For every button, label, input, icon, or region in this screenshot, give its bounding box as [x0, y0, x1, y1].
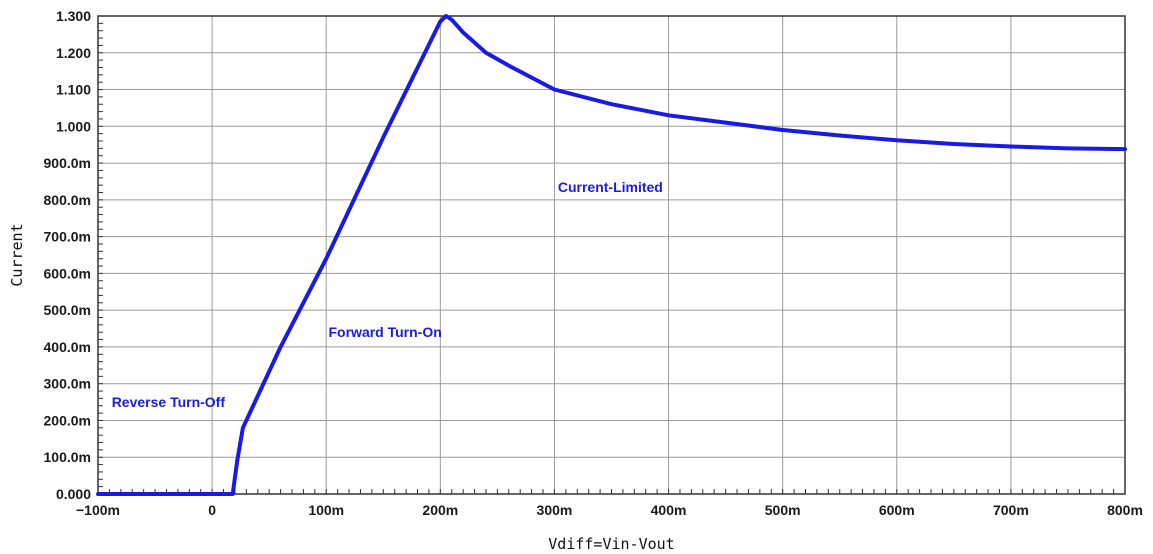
y-tick-label: 1.000	[56, 118, 91, 134]
annotation-label: Reverse Turn-Off	[112, 394, 226, 410]
x-tick-label: 300m	[537, 502, 573, 518]
y-tick-label: 1.300	[56, 8, 91, 24]
series-line	[96, 14, 1127, 496]
annotation-label: Forward Turn-On	[329, 324, 442, 340]
y-tick-label: 1.100	[56, 82, 91, 98]
y-tick-label: 500.0m	[44, 302, 91, 318]
y-tick-label: 700.0m	[44, 229, 91, 245]
annotation-label: Current-Limited	[558, 179, 663, 195]
x-tick-label: 700m	[993, 502, 1029, 518]
annotations: Reverse Turn-Off Forward Turn-On Current-L…	[112, 179, 663, 410]
y-tick-label: 800.0m	[44, 192, 91, 208]
y-tick-label: 900.0m	[44, 155, 91, 171]
grid-lines	[97, 15, 1126, 495]
y-tick-label: 300.0m	[44, 376, 91, 392]
y-tick-label: 100.0m	[44, 449, 91, 465]
y-tick-label: 400.0m	[44, 339, 91, 355]
x-tick-label: 100m	[308, 502, 344, 518]
x-tick-label: 600m	[879, 502, 915, 518]
x-tick-label: 200m	[422, 502, 458, 518]
y-tick-label: 200.0m	[44, 412, 91, 428]
y-tick-label: 600.0m	[44, 265, 91, 281]
x-tick-label: 800m	[1107, 502, 1143, 518]
y-tick-label: 0.000	[56, 486, 91, 502]
y-tick-labels: 0.000 100.0m 200.0m 300.0m 400.0m 500.0m 600.0…	[44, 8, 92, 502]
x-axis-title: Vdiff=Vin-Vout	[548, 535, 674, 553]
x-tick-label: 400m	[651, 502, 687, 518]
y-axis-title: Current	[8, 223, 26, 286]
x-tick-label: 0	[208, 502, 216, 518]
x-tick-label: 500m	[765, 502, 801, 518]
x-tick-labels: −100m 0 100m 200m 300m 400m 500m 600m 700m 800m	[76, 502, 1143, 518]
series-layer	[96, 14, 1127, 496]
minor-ticks	[97, 15, 1126, 495]
x-tick-label: −100m	[76, 502, 120, 518]
plot-frame	[97, 15, 1126, 495]
y-tick-label: 1.200	[56, 45, 91, 61]
